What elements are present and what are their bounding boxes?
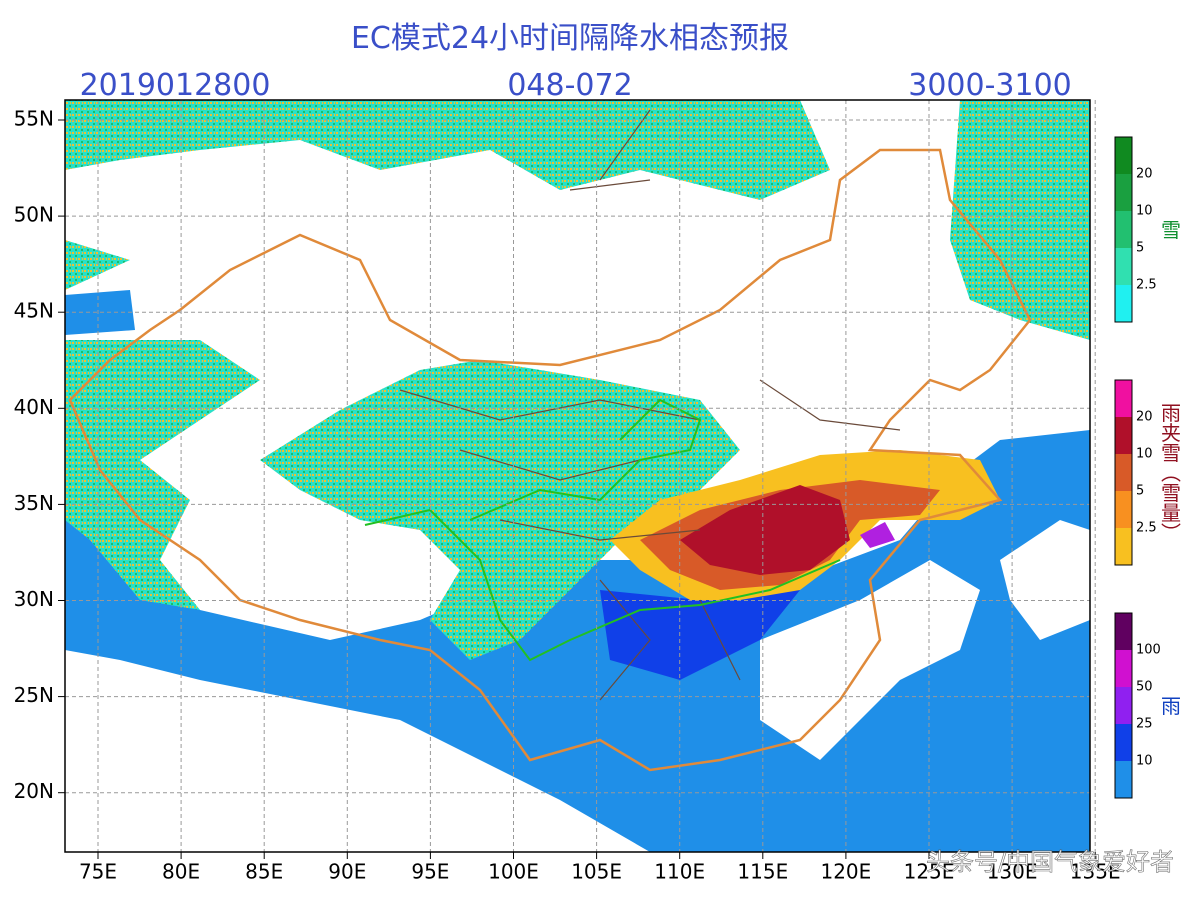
lon-label: 85E <box>245 860 283 884</box>
plot-frame <box>64 99 1091 853</box>
legend-swatch <box>1115 285 1132 322</box>
lat-label: 45N <box>14 299 54 323</box>
mixed-extreme <box>860 522 895 548</box>
legend-label: 10 <box>1136 754 1153 769</box>
lat-label: 30N <box>14 587 54 611</box>
legend-title: 雨 <box>1158 696 1182 716</box>
lat-label: 20N <box>14 779 54 803</box>
snow-area <box>65 240 260 610</box>
lon-label: 95E <box>411 860 449 884</box>
legend-swatch <box>1115 380 1132 417</box>
legend-swatch <box>1115 761 1132 798</box>
legend-label: 25 <box>1136 717 1153 732</box>
lon-label: 105E <box>571 860 622 884</box>
lat-label: 40N <box>14 395 54 419</box>
watermark: 头条号/中国气象爱好者 <box>926 848 1174 876</box>
lon-label: 115E <box>737 860 788 884</box>
legend-swatch <box>1115 528 1132 565</box>
legend-swatch <box>1115 687 1132 724</box>
lon-label: 120E <box>820 860 871 884</box>
china-border <box>68 148 1032 772</box>
legend-frame <box>1114 136 1133 323</box>
legend-label: 10 <box>1136 447 1153 462</box>
legend-swatch <box>1115 137 1132 174</box>
lon-label: 135E <box>1070 860 1121 884</box>
lat-label: 25N <box>14 683 54 707</box>
snow-area <box>260 360 740 660</box>
legend-label: 10 <box>1136 204 1153 219</box>
heavy-rain <box>600 590 800 680</box>
legend-frame <box>1114 379 1133 566</box>
legend-swatch <box>1115 417 1132 454</box>
rain-area <box>65 430 1090 852</box>
map-title: EC模式24小时间隔降水相态预报 <box>351 21 789 56</box>
legend-label: 2.5 <box>1136 278 1157 293</box>
legend-title: 雪 <box>1158 220 1182 240</box>
legend-swatch <box>1115 174 1132 211</box>
lon-label: 75E <box>79 860 117 884</box>
legend-label: 50 <box>1136 680 1153 695</box>
legend-swatch <box>1115 491 1132 528</box>
lon-label: 125E <box>904 860 955 884</box>
legend-label: 100 <box>1136 643 1161 658</box>
lon-label: 100E <box>488 860 539 884</box>
province-lines <box>399 109 901 701</box>
lon-label: 90E <box>328 860 366 884</box>
legend-swatch <box>1115 724 1132 761</box>
no-rain <box>1000 520 1090 640</box>
legend-label: 5 <box>1136 484 1144 499</box>
snow-area <box>65 100 830 200</box>
legend-swatch <box>1115 650 1132 687</box>
lon-label: 130E <box>987 860 1038 884</box>
init-time: 2019012800 <box>80 68 271 103</box>
level: 3000-3100 <box>908 68 1072 103</box>
legend-label: 20 <box>1136 167 1153 182</box>
lat-label: 35N <box>14 491 54 515</box>
graticule: 55N 50N 45N 40N 35N 30N 25N 20N 75E 80E 85E 90E 95E 1… <box>14 100 1121 884</box>
legend-label: 2.5 <box>1136 521 1157 536</box>
lead-hours: 048-072 <box>507 68 632 103</box>
snow-area <box>950 100 1090 340</box>
lon-label: 110E <box>654 860 705 884</box>
legend-title: 雨夹雪（雪量） <box>1158 403 1182 543</box>
legend-swatch <box>1115 454 1132 491</box>
legend-frame <box>1114 612 1133 799</box>
legend-label: 20 <box>1136 410 1153 425</box>
lon-label: 80E <box>162 860 200 884</box>
river <box>364 398 841 662</box>
map-area <box>65 100 1090 852</box>
legend-swatch <box>1115 248 1132 285</box>
mixed-heavy <box>680 485 850 575</box>
lat-label: 50N <box>14 203 54 227</box>
legend-swatch <box>1115 211 1132 248</box>
no-rain <box>760 560 980 760</box>
legend-swatch <box>1115 613 1132 650</box>
legend-label: 5 <box>1136 241 1144 256</box>
lat-label: 55N <box>14 107 54 131</box>
